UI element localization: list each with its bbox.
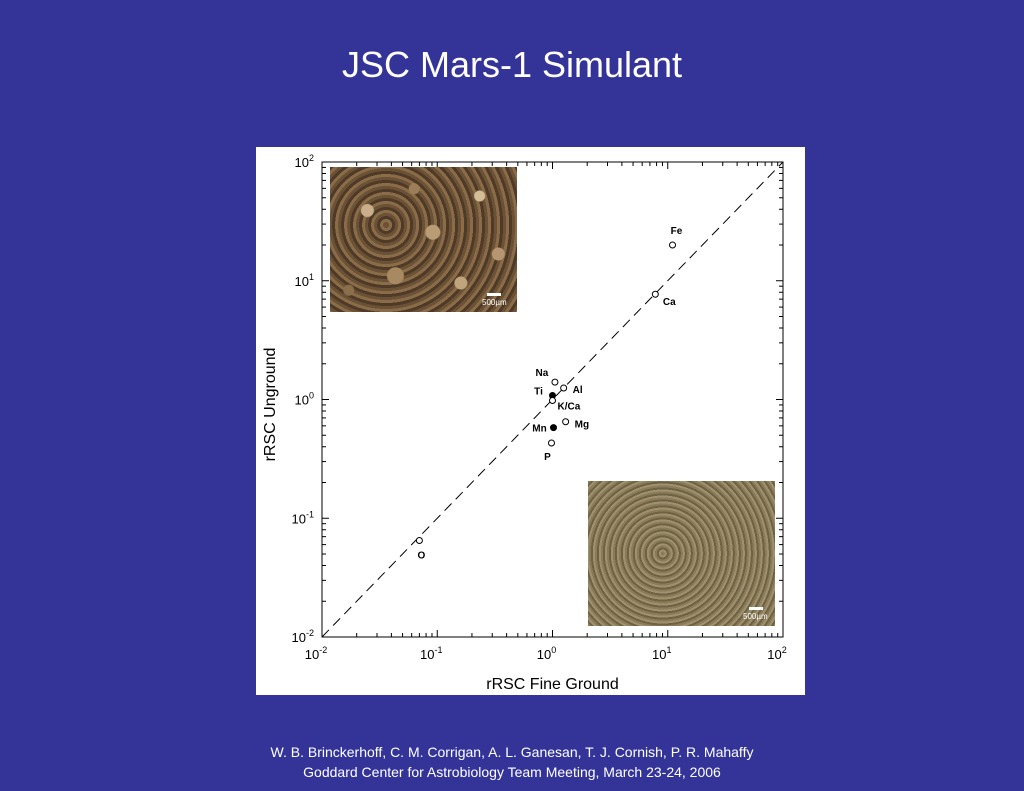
data-point <box>560 384 568 392</box>
x-tick-label: 10-2 <box>305 645 327 662</box>
x-tick-label: 100 <box>537 645 556 662</box>
data-point <box>549 397 556 405</box>
data-point <box>551 378 559 386</box>
scale-label: 500µm <box>743 612 768 621</box>
unground-sample-photo: 500µm <box>330 167 517 312</box>
point-label: K/Ca <box>558 402 581 413</box>
scale-label: 500µm <box>482 298 507 307</box>
y-tick-label: 102 <box>295 153 314 170</box>
chart-panel: 10-2 10-2 10-1 10-1 100 100 101 101 102 102 rRSC F… <box>256 147 805 695</box>
x-tick-label: 101 <box>652 645 671 662</box>
footer-authors: W. B. Brinckerhoff, C. M. Corrigan, A. L… <box>270 744 754 760</box>
y-tick-label: 10-2 <box>292 628 314 645</box>
data-point <box>651 290 659 298</box>
point-label: Fe <box>671 226 683 237</box>
point-label: Ti <box>534 387 543 398</box>
scale-bar <box>487 293 501 296</box>
point-label: O <box>418 550 426 561</box>
point-label: Mg <box>575 420 589 431</box>
point-label: Ca <box>663 297 676 308</box>
x-axis-label: rRSC Fine Ground <box>486 676 619 693</box>
y-tick-label: 100 <box>295 391 314 408</box>
footer-meeting: Goddard Center for Astrobiology Team Mee… <box>303 764 721 780</box>
data-point <box>415 536 423 544</box>
scatter-chart: 10-210-2 10-1 10-1 100 100 101 101 102 102 rRSC F… <box>262 153 787 693</box>
y-axis-label: rRSC Unground <box>262 348 279 462</box>
point-label: Al <box>573 385 583 396</box>
data-point <box>547 439 555 447</box>
point-label: Na <box>536 368 549 379</box>
data-point <box>549 424 557 432</box>
slide-title: JSC Mars-1 Simulant <box>341 44 683 85</box>
x-tick-label: 10-1 <box>420 645 442 662</box>
data-point <box>562 418 570 426</box>
fine-ground-sample-photo: 500µm <box>588 481 775 626</box>
reference-line <box>321 161 784 638</box>
x-tick-label: 102 <box>767 645 786 662</box>
y-tick-label: 101 <box>295 272 314 289</box>
point-label: Mn <box>532 424 546 435</box>
point-label: P <box>544 452 551 463</box>
data-point <box>669 241 677 249</box>
scale-bar <box>749 607 763 610</box>
y-tick-label: 10-1 <box>292 509 314 526</box>
